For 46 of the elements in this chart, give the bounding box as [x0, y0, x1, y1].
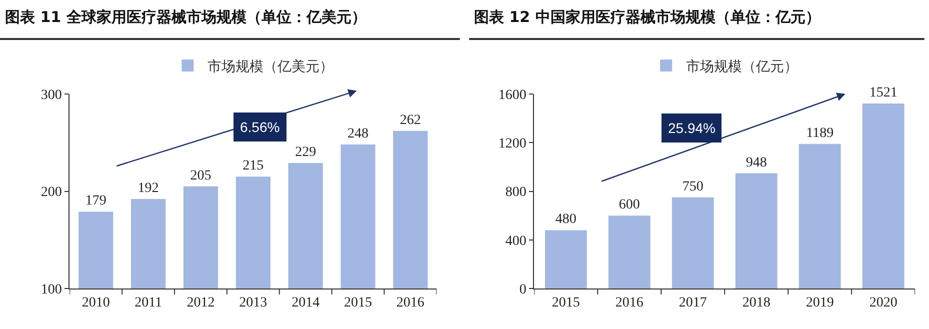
- y-tick-label: 100: [40, 282, 62, 298]
- x-tick-label: 2019: [806, 295, 834, 310]
- x-tick-label: 2015: [344, 295, 372, 310]
- chart-title: 图表 12 中国家用医疗器械市场规模（单位：亿元）: [474, 8, 820, 26]
- bar: [672, 197, 714, 289]
- y-tick-label: 200: [40, 185, 62, 200]
- y-tick-label: 1200: [498, 136, 526, 152]
- x-tick-label: 2014: [292, 295, 320, 310]
- legend-label: 市场规模（亿美元）: [208, 59, 334, 76]
- bar: [798, 144, 841, 289]
- x-tick-label: 2016: [615, 295, 644, 310]
- x-tick-label: 2016: [396, 295, 424, 310]
- data-label: 229: [295, 145, 316, 160]
- chart-title: 图表 11 全球家用医疗器械市场规模（单位：亿美元）: [5, 8, 366, 26]
- annotation: 25.94%: [668, 120, 716, 136]
- x-tick-label: 2011: [134, 295, 162, 310]
- data-label: 205: [190, 168, 212, 184]
- data-label: 1521: [869, 86, 898, 101]
- y-tick-label: 400: [505, 234, 526, 249]
- y-tick-label: 1600: [498, 88, 526, 103]
- bar: [862, 104, 904, 289]
- x-tick-label: 2013: [239, 295, 268, 310]
- data-label: 215: [242, 158, 264, 174]
- bar: [544, 230, 587, 289]
- y-tick-label: 300: [40, 88, 62, 103]
- data-label: 248: [347, 126, 368, 142]
- data-label: 1189: [806, 126, 834, 141]
- x-tick-label: 2012: [186, 295, 215, 310]
- data-label: 948: [746, 155, 767, 170]
- data-label: 192: [138, 181, 159, 196]
- x-tick-label: 2018: [742, 295, 770, 310]
- x-tick-label: 2020: [869, 295, 898, 310]
- y-tick-label: 800: [505, 185, 526, 200]
- data-label: 750: [682, 179, 704, 194]
- x-tick-label: 2015: [552, 295, 580, 310]
- y-tick-label: 0: [519, 282, 526, 298]
- x-tick-label: 2017: [678, 295, 707, 310]
- data-label: 179: [85, 194, 106, 209]
- data-label: 480: [555, 212, 576, 228]
- bar: [735, 173, 778, 289]
- x-tick-label: 2010: [82, 295, 110, 310]
- legend-label: 市场规模（亿元）: [686, 59, 798, 76]
- annotation: 6.56%: [240, 119, 280, 135]
- data-label: 262: [400, 112, 421, 128]
- bar: [608, 216, 650, 289]
- data-label: 600: [618, 198, 640, 213]
